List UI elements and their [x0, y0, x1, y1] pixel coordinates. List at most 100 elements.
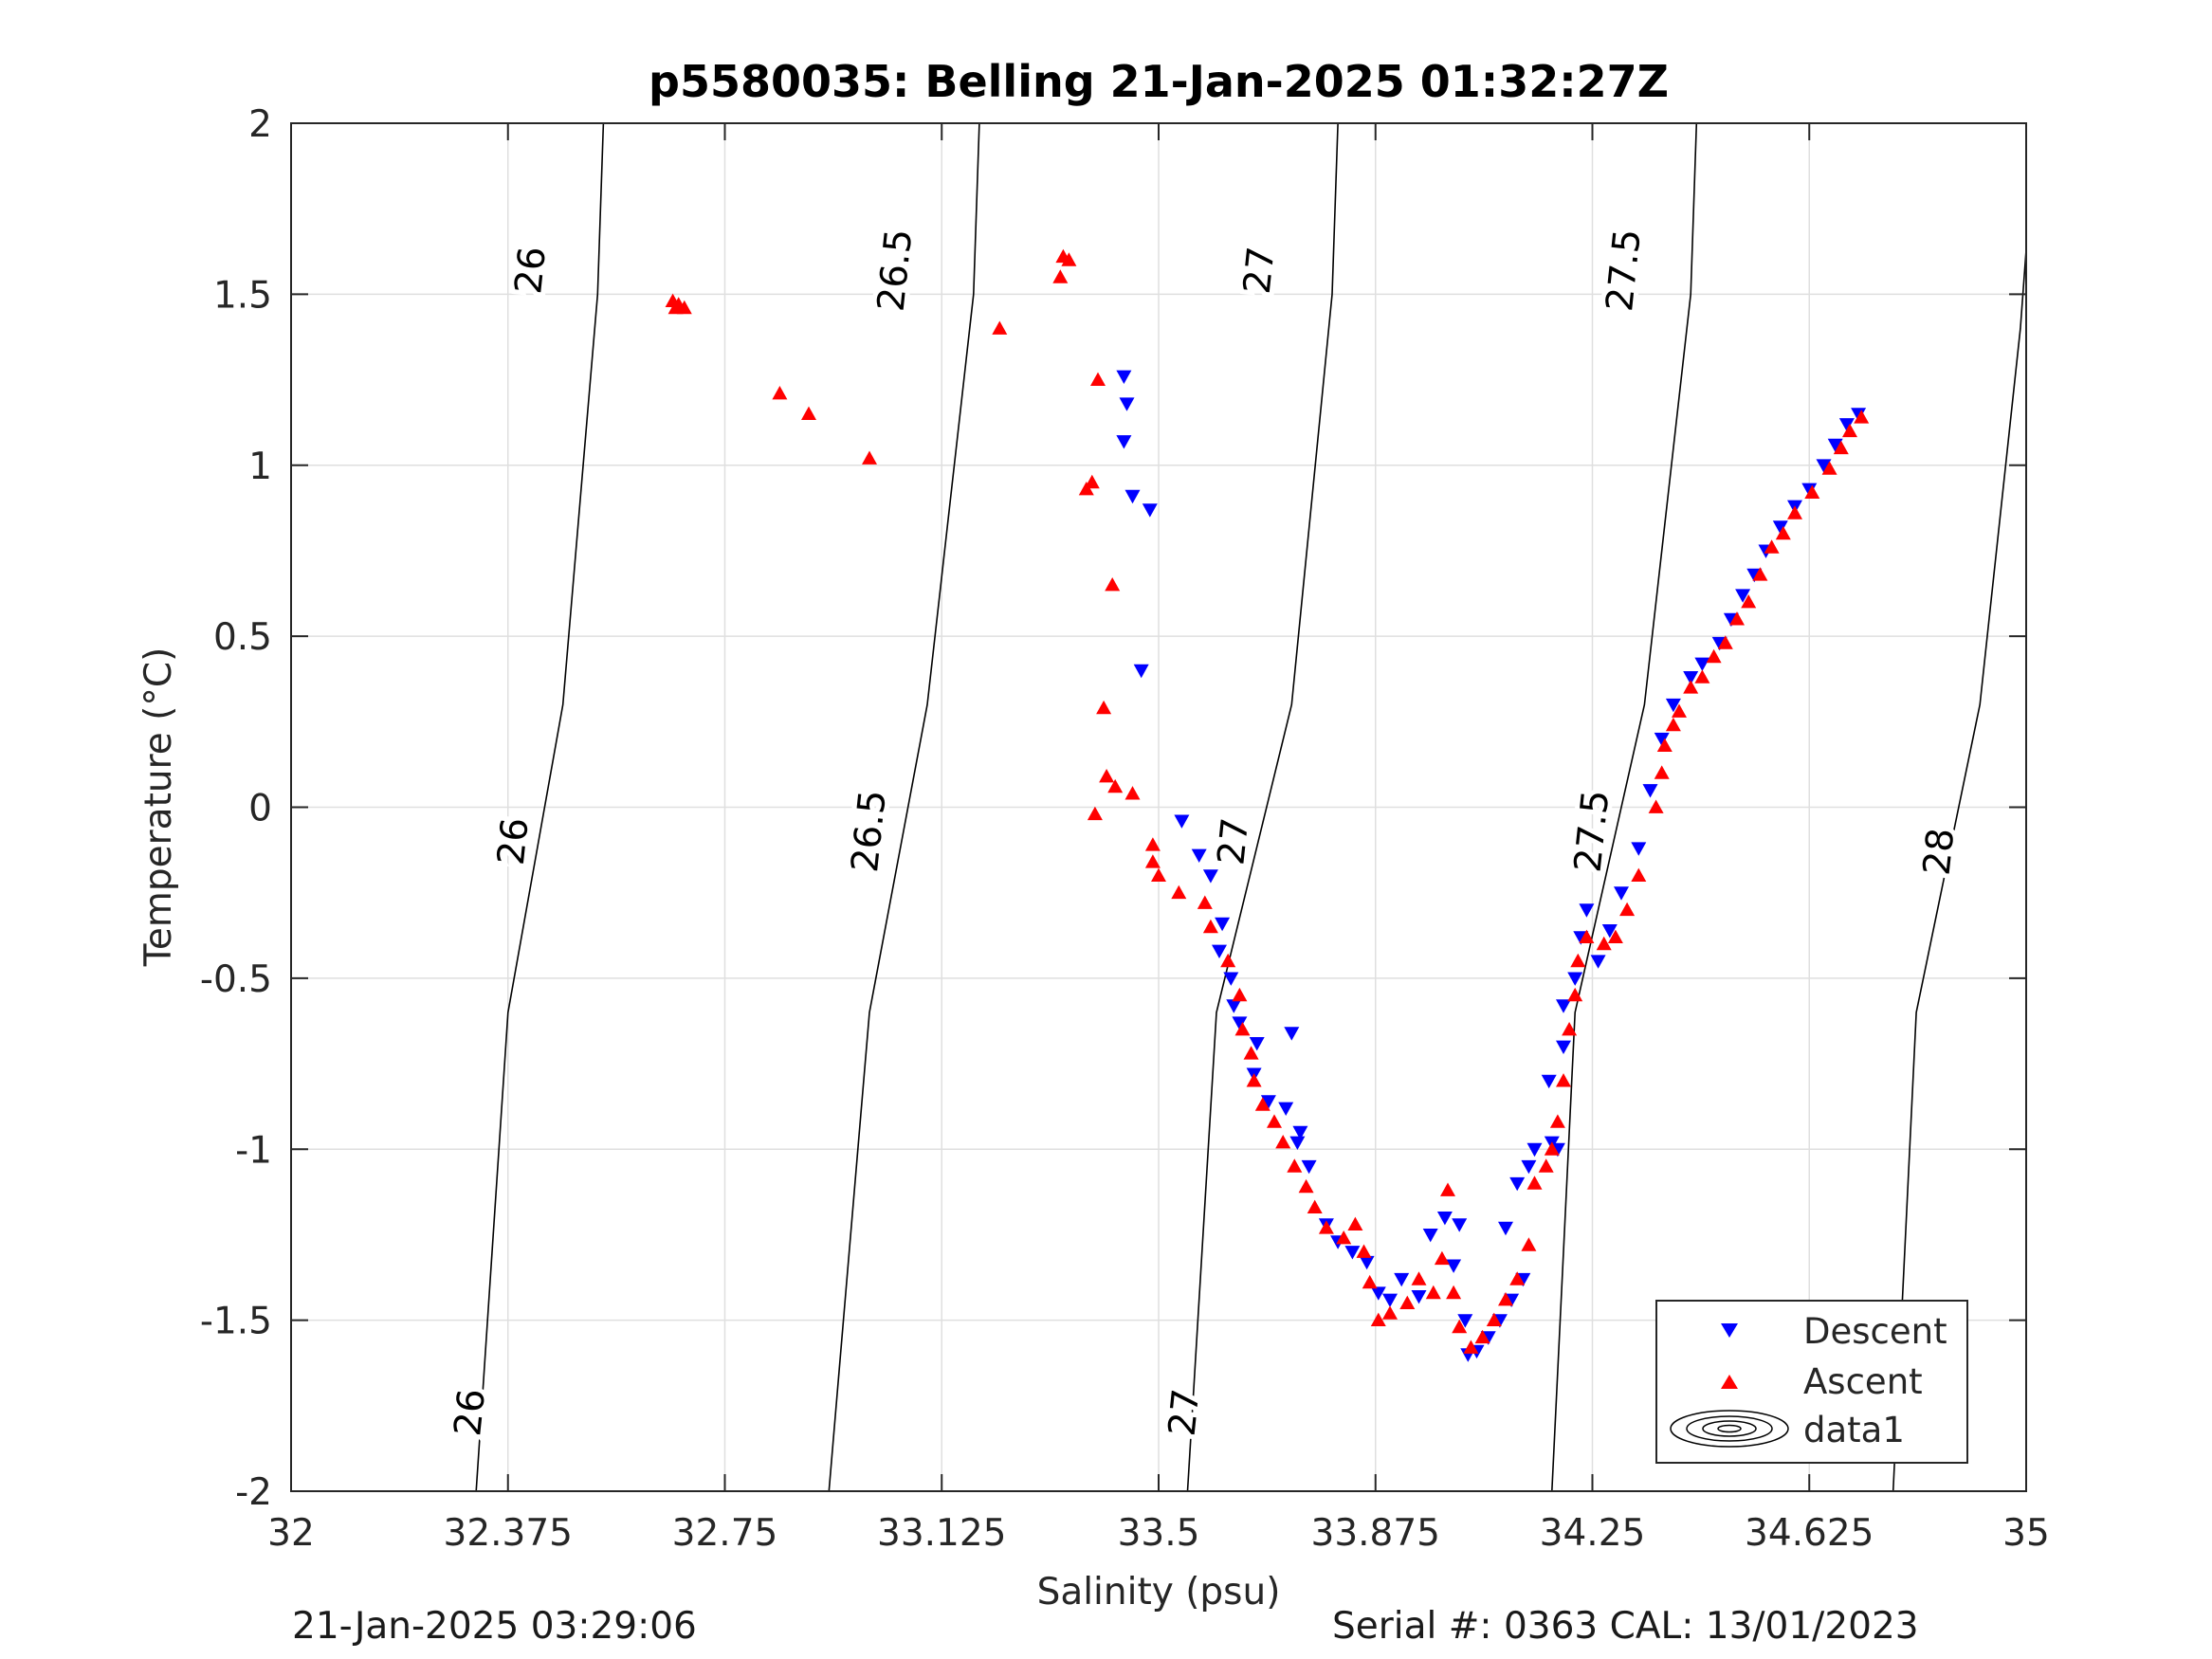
- ascent-point: [1521, 1237, 1537, 1251]
- descent-point: [1223, 972, 1239, 986]
- ascent-point: [1729, 611, 1745, 626]
- footer-serial-calibration: Serial #: 0363 CAL: 13/01/2023: [1332, 1605, 1919, 1648]
- descent-point: [1215, 917, 1231, 932]
- density-contour-27: [1186, 122, 1339, 1492]
- descent-point: [1260, 1095, 1276, 1109]
- descent-point: [1142, 503, 1158, 518]
- ascent-point: [1833, 440, 1849, 455]
- ascent-point: [1596, 936, 1612, 951]
- ascent-point: [1440, 1182, 1455, 1196]
- contour-label: 27.5: [1567, 788, 1618, 874]
- ascent-point: [1287, 1158, 1303, 1173]
- descent-point: [1212, 944, 1227, 958]
- ascent-point: [1463, 1340, 1479, 1354]
- x-tick-label: 33.125: [877, 1512, 1006, 1555]
- contour-label: 27: [1236, 245, 1284, 296]
- contour-label: 26: [447, 1387, 494, 1438]
- ascent-point: [1607, 929, 1623, 943]
- ascent-point: [1498, 1292, 1513, 1306]
- contour-label: 26.5: [844, 788, 895, 874]
- ascent-point: [1318, 1220, 1334, 1234]
- contour-label: 27.5: [1599, 228, 1650, 314]
- ascent-point: [1821, 461, 1837, 475]
- x-tick-label: 34.25: [1540, 1512, 1646, 1555]
- ascent-point: [1452, 1319, 1468, 1334]
- ascent-point: [1254, 1097, 1271, 1111]
- descent-point: [1541, 1074, 1557, 1089]
- descent-point: [1851, 408, 1867, 422]
- legend-data1-label: data1: [1803, 1410, 1905, 1450]
- descent-point: [1133, 664, 1149, 679]
- descent-point: [1827, 438, 1843, 453]
- descent-point: [1191, 848, 1207, 863]
- x-tick-label: 34.625: [1745, 1512, 1874, 1555]
- descent-point: [1232, 1016, 1248, 1030]
- ascent-point: [862, 450, 877, 465]
- descent-point: [1498, 1221, 1513, 1236]
- ascent-point: [1672, 703, 1687, 718]
- contour-label: 28: [1916, 826, 1964, 877]
- y-tick-label: -1.5: [200, 1301, 272, 1343]
- legend-descent-marker: [1721, 1323, 1738, 1338]
- descent-point: [1654, 732, 1670, 747]
- descent-point: [1370, 1286, 1386, 1301]
- descent-point: [1665, 698, 1681, 713]
- descent-point: [1556, 999, 1571, 1013]
- ascent-point: [1370, 1312, 1386, 1326]
- descent-point: [1436, 1212, 1453, 1226]
- descent-point: [1526, 1142, 1543, 1158]
- ascent-point: [1752, 567, 1768, 581]
- ascent-point: [1804, 484, 1820, 499]
- descent-point: [1694, 657, 1710, 671]
- ascent-point: [1336, 1231, 1352, 1245]
- descent-point: [1601, 924, 1618, 939]
- legend: Descent Ascent data1: [1655, 1300, 1968, 1464]
- contour-label: 26.5: [870, 228, 922, 314]
- descent-point: [1446, 1259, 1462, 1273]
- descent-point: [1422, 1229, 1438, 1243]
- ascent-point: [1556, 1073, 1571, 1087]
- ascent-point: [1096, 700, 1112, 715]
- descent-point: [1642, 784, 1658, 798]
- descent-point: [1556, 1040, 1571, 1054]
- descent-point: [1590, 955, 1606, 969]
- ascent-point: [772, 386, 788, 400]
- series-descent: [1116, 370, 1867, 1362]
- descent-point: [1289, 1136, 1306, 1150]
- ascent-point: [1243, 1046, 1259, 1060]
- descent-point: [1292, 1125, 1308, 1140]
- ascent-point: [1087, 806, 1103, 821]
- ascent-point: [1656, 738, 1673, 752]
- descent-point: [1816, 459, 1832, 473]
- density-contours: [475, 122, 2027, 1492]
- legend-ascent-label: Ascent: [1803, 1361, 1923, 1402]
- descent-point: [1683, 671, 1699, 685]
- x-tick-label: 33.875: [1311, 1512, 1440, 1555]
- ascent-point: [1275, 1135, 1291, 1149]
- ascent-point: [1232, 987, 1248, 1002]
- density-contour-26: [475, 122, 605, 1492]
- ascent-point: [1356, 1244, 1372, 1258]
- descent-point: [1124, 489, 1141, 504]
- legend-ascent-marker: [1721, 1375, 1738, 1389]
- density-contour-27.5: [1551, 122, 1698, 1492]
- ascent-point: [1509, 1271, 1526, 1285]
- ascent-point: [801, 406, 816, 420]
- ascent-point: [1648, 799, 1664, 813]
- y-tick-label: -1: [235, 1129, 272, 1172]
- descent-point: [1116, 435, 1132, 449]
- chart-title: p5580035: Belling 21-Jan-2025 01:32:27Z: [649, 56, 1669, 107]
- ascent-point: [1171, 884, 1187, 900]
- descent-point: [1202, 869, 1218, 884]
- density-contour-26.5: [828, 122, 980, 1492]
- contour-label: 26: [490, 816, 538, 867]
- x-tick-label: 32: [267, 1512, 315, 1555]
- descent-point: [1394, 1272, 1410, 1287]
- ascent-point: [1842, 423, 1857, 438]
- ascent-point: [1144, 837, 1161, 851]
- ascent-point: [1486, 1312, 1502, 1326]
- descent-point: [1284, 1027, 1300, 1041]
- density-contour-28: [1892, 249, 2027, 1492]
- descent-point: [1226, 999, 1242, 1013]
